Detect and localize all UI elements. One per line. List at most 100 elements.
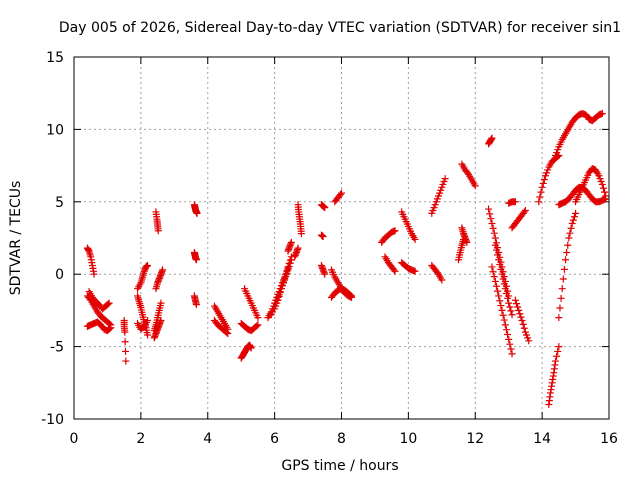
chart-title: Day 005 of 2026, Sidereal Day-to-day VTE… <box>59 20 621 36</box>
data-point <box>572 209 580 217</box>
x-tick-label: 4 <box>203 431 212 447</box>
data-point <box>555 343 563 351</box>
y-axis-title: SDTVAR / TECUs <box>8 181 24 296</box>
data-point <box>490 273 498 281</box>
y-tick-label: 15 <box>46 50 64 66</box>
series-arc-25 <box>294 201 305 238</box>
data-point <box>494 287 502 295</box>
data-point <box>489 268 497 276</box>
data-point <box>553 352 561 360</box>
data-point <box>495 292 503 300</box>
x-tick-label: 12 <box>466 431 484 447</box>
data-point <box>505 335 513 343</box>
series-arc-13 <box>190 201 201 217</box>
grid-lines <box>74 57 609 419</box>
series-arc-12 <box>150 317 165 342</box>
series-arc-31 <box>327 285 356 301</box>
data-point <box>497 265 505 273</box>
data-point <box>488 263 496 271</box>
data-point <box>514 303 522 311</box>
data-point <box>570 213 578 221</box>
data-point <box>486 210 494 218</box>
data-point <box>507 345 515 353</box>
data-point <box>411 235 419 243</box>
x-tick-labels: 0 2 4 6 8 10 12 14 16 <box>70 431 618 447</box>
data-point <box>504 294 512 302</box>
data-point <box>338 189 345 197</box>
data-point <box>501 321 509 329</box>
data-point <box>500 316 508 324</box>
data-point <box>520 324 528 332</box>
data-point <box>515 306 523 314</box>
data-point <box>562 256 570 264</box>
data-point <box>276 289 284 297</box>
data-point <box>517 313 525 321</box>
series-arc-11 <box>152 208 162 235</box>
x-tick-label: 0 <box>70 431 79 447</box>
data-point <box>556 304 564 312</box>
data-point <box>321 204 329 212</box>
data-point <box>297 230 305 238</box>
data-point <box>508 311 516 319</box>
data-point <box>489 224 497 232</box>
data-point <box>122 357 130 365</box>
data-point <box>498 270 506 278</box>
data-point <box>281 276 289 284</box>
data-point <box>487 215 495 223</box>
data-point <box>495 256 503 264</box>
data-point <box>144 317 152 325</box>
data-point <box>508 350 516 358</box>
series-arc-45 <box>491 241 516 319</box>
data-point <box>502 326 510 334</box>
data-point <box>107 324 115 332</box>
data-point <box>460 235 468 243</box>
data-point <box>500 280 508 288</box>
data-point <box>598 109 606 117</box>
data-point <box>502 290 510 298</box>
data-point <box>157 299 165 307</box>
series-arc-19 <box>241 285 262 322</box>
x-tick-label: 6 <box>270 431 279 447</box>
data-point <box>224 330 232 338</box>
data-point <box>511 296 519 304</box>
data-point <box>501 285 509 293</box>
data-point <box>121 347 129 355</box>
data-point <box>391 267 399 275</box>
data-point <box>492 246 500 254</box>
data-point <box>144 331 152 339</box>
series-arc-49 <box>535 151 563 206</box>
series-arc-44 <box>488 263 516 358</box>
data-point <box>411 267 419 275</box>
series-arc-29 <box>317 262 329 278</box>
data-point <box>275 292 283 300</box>
data-point <box>494 251 502 259</box>
data-point <box>555 314 563 322</box>
data-point <box>485 205 493 213</box>
y-tick-labels: -10 -5 0 5 10 15 <box>41 50 64 428</box>
data-point <box>121 338 129 346</box>
data-point <box>284 266 292 274</box>
data-point <box>287 238 295 246</box>
data-point <box>491 277 499 285</box>
data-point <box>519 320 527 328</box>
data-point <box>336 191 344 199</box>
data-point <box>254 314 262 322</box>
data-point <box>346 291 354 299</box>
y-tick-label: 0 <box>55 267 64 283</box>
data-point <box>536 193 544 201</box>
series-arc-50 <box>545 343 563 409</box>
data-points <box>83 109 610 409</box>
data-point <box>348 292 356 300</box>
data-point <box>498 306 506 314</box>
data-point <box>223 329 231 337</box>
data-point <box>391 227 399 235</box>
series-arc-39 <box>458 160 479 190</box>
data-point <box>471 182 479 190</box>
x-tick-label: 2 <box>136 431 145 447</box>
data-point <box>193 209 201 217</box>
data-point <box>599 184 607 192</box>
data-point <box>438 276 446 284</box>
data-point <box>490 229 498 237</box>
